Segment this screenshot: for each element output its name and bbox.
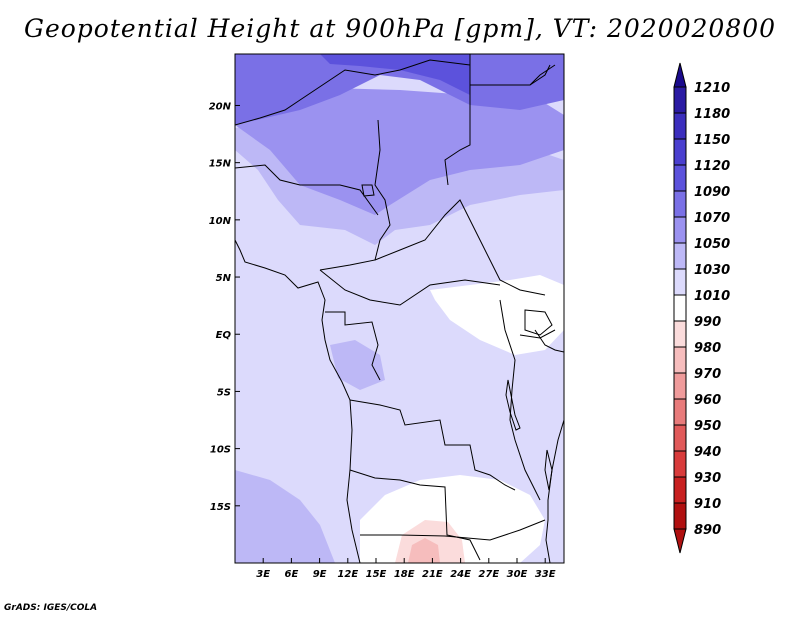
- x-tick-label: 30E: [507, 569, 528, 580]
- lake-chad: [361, 184, 375, 197]
- colorbar-label: 1120: [694, 159, 730, 174]
- colorbar-label: 940: [694, 445, 721, 460]
- border-north-b: [444, 54, 471, 186]
- colorbar-box: [673, 346, 687, 374]
- colorbar-label: 1180: [694, 107, 730, 122]
- lake-malawi: [544, 449, 553, 491]
- border-chad: [319, 119, 391, 271]
- map-boundaries: [235, 54, 564, 563]
- coastline-west: [235, 239, 361, 563]
- colorbar: 1210 1180 1150 1120 1090 1070 1050 1030 1010 990 9…: [673, 62, 730, 554]
- colorbar-bottom-arrow: [673, 528, 687, 554]
- colorbar-box: [673, 476, 687, 504]
- region-south-west-high: [235, 470, 335, 563]
- colorbar-label: 1210: [694, 81, 730, 96]
- colorbar-label: 1010: [694, 289, 730, 304]
- y-tick-label: 15S: [210, 502, 231, 513]
- colorbar-box: [673, 242, 687, 270]
- y-tick-label: 15N: [209, 159, 232, 170]
- field-shading: [235, 54, 564, 563]
- colorbar-label: 1090: [694, 185, 730, 200]
- colorbar-label: 990: [694, 315, 721, 330]
- chart-title: Geopotential Height at 900hPa [gpm], VT:…: [23, 14, 777, 43]
- colorbar-label: 980: [694, 341, 721, 356]
- colorbar-label: 960: [694, 393, 721, 408]
- x-tick-label: 18E: [394, 569, 415, 580]
- colorbar-box: [673, 164, 687, 192]
- border-gabon: [325, 311, 381, 381]
- colorbar-label: 1150: [694, 133, 730, 148]
- border-namibia: [360, 519, 546, 541]
- x-tick-label: 3E: [256, 569, 270, 580]
- border-congo-north: [319, 269, 501, 306]
- y-tick-label: 10S: [210, 445, 231, 456]
- region-kalahari-inner: [408, 538, 440, 563]
- colorbar-label: 890: [694, 523, 721, 538]
- colorbar-label: 930: [694, 471, 721, 486]
- x-tick-label: 12E: [337, 569, 358, 580]
- x-tick-label: 33E: [535, 569, 556, 580]
- colorbar-box: [673, 398, 687, 426]
- region-north-high: [320, 54, 470, 95]
- border-drc-south: [349, 399, 516, 491]
- x-tick-label: 6E: [285, 569, 299, 580]
- border-north-a: [235, 59, 471, 126]
- colorbar-box: [673, 112, 687, 140]
- y-tick-label: 5S: [217, 387, 231, 398]
- y-tick-label: 20N: [209, 101, 232, 112]
- x-tick-label: 15E: [366, 569, 387, 580]
- coastline-east: [545, 419, 564, 563]
- border-drc-east: [499, 299, 541, 501]
- colorbar-box: [673, 320, 687, 348]
- region-coast-patch: [330, 340, 385, 390]
- x-tick-label: 21E: [422, 569, 443, 580]
- colorbar-label: 1050: [694, 237, 730, 252]
- footer-credit: GrADS: IGES/COLA: [4, 603, 98, 613]
- colorbar-box: [673, 450, 687, 478]
- x-tick-label: 27E: [478, 569, 499, 580]
- colorbar-label: 970: [694, 367, 721, 382]
- lake-tanganyika: [505, 379, 521, 431]
- colorbar-box: [673, 294, 687, 322]
- colorbar-box: [673, 424, 687, 452]
- region-great-lakes: [430, 275, 564, 355]
- colorbar-box: [673, 216, 687, 244]
- x-tick-label: 24E: [450, 569, 471, 580]
- colorbar-box: [673, 190, 687, 218]
- y-tick-label: EQ: [216, 330, 232, 341]
- colorbar-box: [673, 502, 687, 530]
- colorbar-top-arrow: [673, 62, 687, 88]
- y-tick-label: 10N: [209, 216, 232, 227]
- colorbar-box: [673, 138, 687, 166]
- y-axis: 20N 15N 10N 5N EQ 5S 10S 15S: [209, 101, 240, 513]
- border-angola: [349, 469, 481, 561]
- red-sea-coast: [529, 64, 551, 86]
- colorbar-box: [673, 86, 687, 114]
- region-north-mid: [235, 54, 564, 125]
- border-car: [374, 199, 546, 296]
- lake-victoria: [524, 309, 553, 336]
- colorbar-box: [673, 268, 687, 296]
- x-tick-label: 9E: [313, 569, 327, 580]
- colorbar-label: 1030: [694, 263, 730, 278]
- colorbar-box: [673, 372, 687, 400]
- map-frame: [234, 53, 565, 564]
- colorbar-label: 1070: [694, 211, 730, 226]
- border-sahel: [235, 164, 379, 216]
- colorbar-label: 950: [694, 419, 721, 434]
- y-tick-label: 5N: [216, 273, 232, 284]
- x-axis: 3E 6E 9E 12E 15E 18E 21E 24E 27E 30E 33E: [256, 558, 556, 580]
- border-east-lakes-2: [519, 329, 556, 339]
- region-sahel-belt: [235, 88, 564, 215]
- colorbar-label: 910: [694, 497, 721, 512]
